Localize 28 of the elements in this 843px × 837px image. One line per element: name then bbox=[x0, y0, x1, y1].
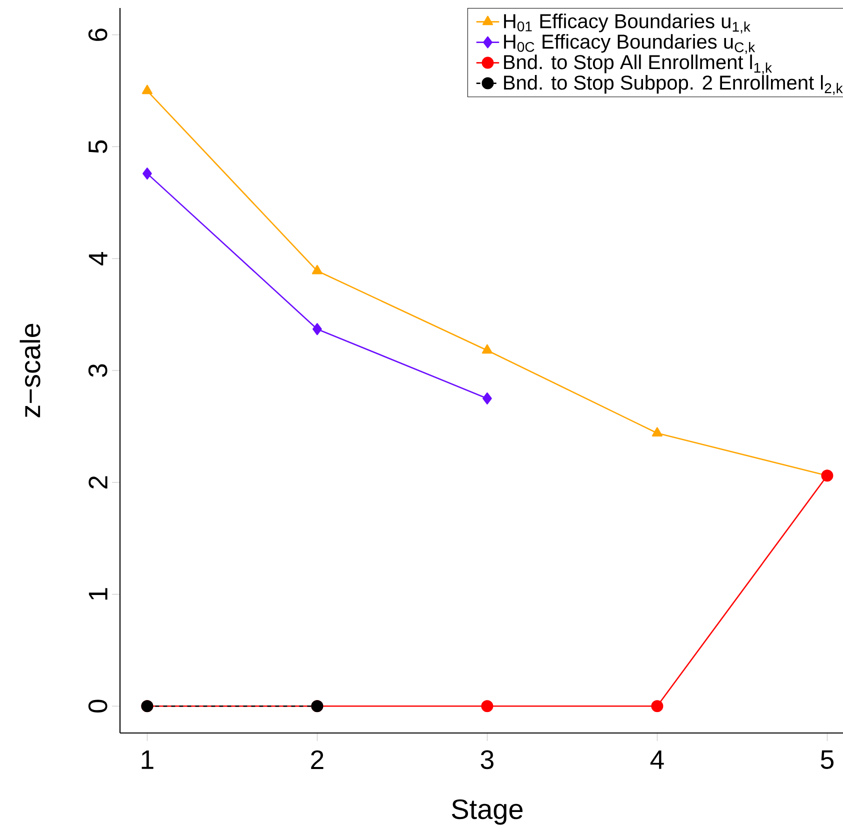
y-tick-label: 2 bbox=[88, 476, 108, 488]
y-tick-label: 5 bbox=[88, 140, 108, 154]
y-tick-label: 0 bbox=[88, 700, 108, 712]
point bbox=[482, 344, 492, 354]
y-tick-label: 1 bbox=[88, 588, 108, 600]
point bbox=[142, 84, 152, 94]
x-tick-label: 5 bbox=[820, 750, 834, 769]
y-axis-title: z−scale bbox=[20, 324, 40, 418]
y-tick-label: 6 bbox=[88, 28, 108, 41]
legend-label: Bnd. to Stop All Enrollment l$_{1,k}$ bbox=[504, 54, 772, 74]
point bbox=[312, 323, 322, 336]
point bbox=[652, 427, 662, 436]
legend-label: H$_{0C}$ Efficacy Boundaries u$_{C,k}$ bbox=[504, 34, 756, 54]
legend-label: H$_{01}$ Efficacy Boundaries u$_{1,k}$ bbox=[504, 14, 750, 34]
point bbox=[482, 392, 492, 404]
point bbox=[142, 168, 152, 180]
point bbox=[312, 264, 322, 274]
y-tick-label: 4 bbox=[88, 252, 108, 266]
point bbox=[651, 700, 664, 712]
point bbox=[821, 470, 834, 482]
x-tick-label: 1 bbox=[142, 750, 154, 769]
x-tick-label: 3 bbox=[480, 750, 494, 770]
y-tick-label: 3 bbox=[88, 364, 108, 377]
x-axis-title: Stage bbox=[452, 799, 523, 825]
x-tick-label: 2 bbox=[311, 750, 324, 769]
legend-label: Bnd. to Stop Subpop. 2 Enrollment l$_{2,k}$ bbox=[504, 75, 843, 95]
point bbox=[481, 700, 494, 712]
x-tick-label: 4 bbox=[650, 750, 664, 769]
